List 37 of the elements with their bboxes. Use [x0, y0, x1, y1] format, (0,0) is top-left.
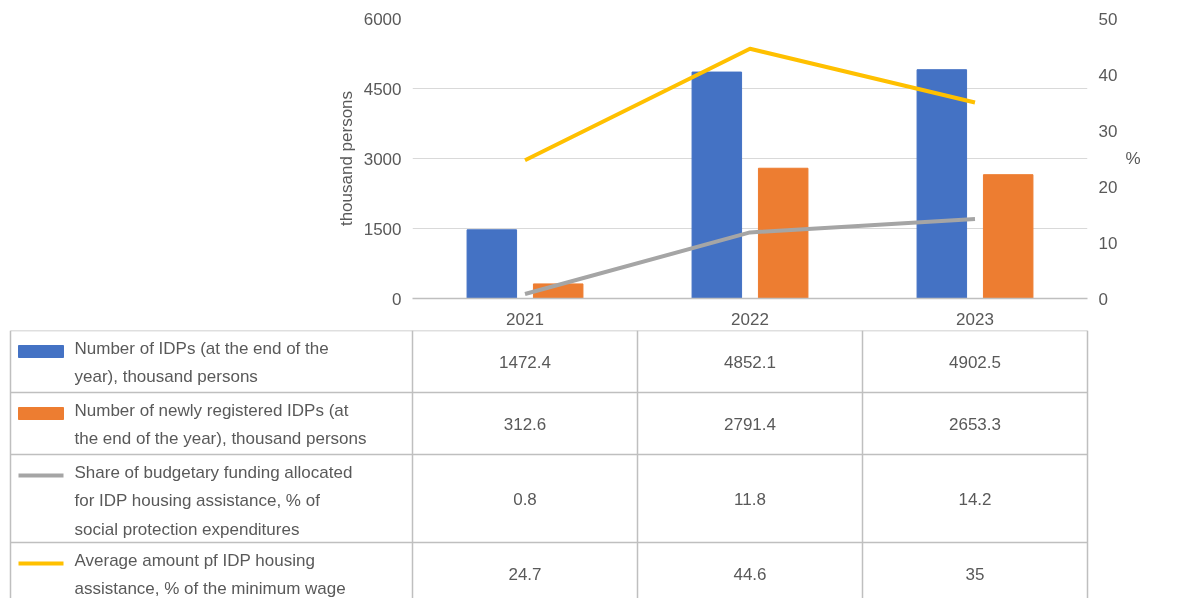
data-label: 14.2 [958, 489, 992, 509]
y-tick-label: 0 [392, 289, 402, 309]
y-tick-label: 4500 [363, 79, 402, 99]
x-tick-label: 2023 [956, 309, 994, 329]
data-label: 35 [965, 564, 985, 584]
data-label: 44.6 [733, 564, 767, 584]
bar [916, 69, 968, 299]
y2-tick-label: 40 [1098, 65, 1118, 85]
data-label: 2653.3 [949, 414, 1001, 434]
y-axis-title: thousand persons [336, 90, 356, 227]
x-tick-label: 2021 [506, 309, 544, 329]
y2-tick-label: 50 [1098, 9, 1118, 29]
data-label: 0.8 [513, 489, 537, 509]
y2-tick-label: 10 [1098, 233, 1118, 253]
y-tick-label: 3000 [363, 149, 402, 169]
legend-label: Number of newly registered IDPs (at the end of the year), thousand persons [74, 400, 367, 448]
data-label: 1472.4 [499, 352, 551, 372]
y-tick-label: 1500 [363, 219, 402, 239]
data-label: 2791.4 [724, 414, 776, 434]
y2-tick-label: 30 [1098, 121, 1118, 141]
legend-label: Number of IDPs (at the end of the year), thousand persons [74, 338, 329, 386]
bar [691, 71, 743, 299]
y-tick-label: 6000 [363, 9, 402, 29]
x-tick-label: 2022 [731, 309, 769, 329]
bar [982, 174, 1034, 299]
y2-tick-label: 20 [1098, 177, 1118, 197]
y2-tick-label: 0 [1098, 289, 1108, 309]
bar [757, 167, 809, 299]
data-label: 4852.1 [724, 352, 776, 372]
data-label: 24.7 [508, 564, 542, 584]
data-label: 11.8 [734, 489, 766, 509]
legend-label: Average amount pf IDP housing assistance, % of the minimum wage [74, 550, 346, 598]
legend-label: Share of budgetary funding allocated for IDP housing assistance, % of social protection expenditures [74, 462, 353, 539]
bar [466, 229, 518, 299]
data-label: 4902.5 [949, 352, 1001, 372]
data-label: 312.6 [503, 414, 547, 434]
y2-axis-title: % [1125, 149, 1141, 168]
